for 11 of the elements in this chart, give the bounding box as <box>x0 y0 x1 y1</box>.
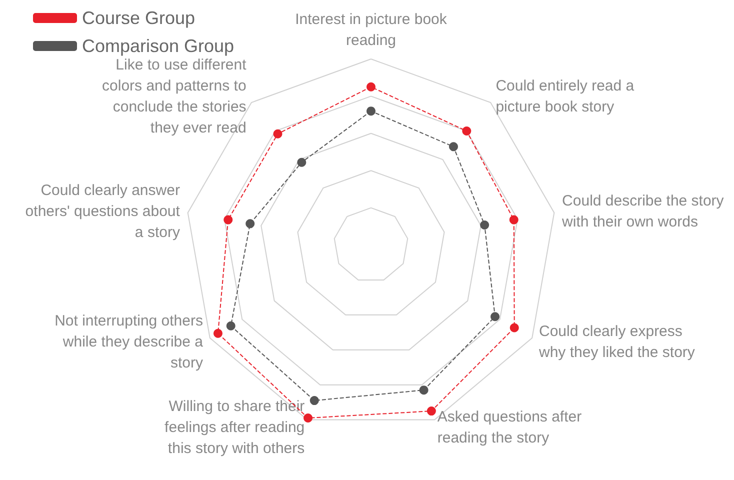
spoke-label: Could describe the story with their own words <box>561 192 724 230</box>
spoke-label: Could entirely read a picture book story <box>496 77 635 116</box>
spoke-label: Not interrupting others while they describe a story <box>54 312 204 372</box>
spoke-label: Interest in picture book reading <box>295 11 448 49</box>
spoke-label: Asked questions after reading the story <box>437 408 582 446</box>
spoke-label: Could clearly answer others' questions about a story <box>25 182 181 241</box>
spoke-label: Like to use different colors and patterns to conclude the stories they ever read <box>102 56 248 136</box>
spoke-label: Willing to share their feelings after reading this story with others <box>164 398 305 457</box>
spoke-label: Could clearly express why they liked the story <box>538 323 696 361</box>
legend-label: Comparison Group <box>82 36 234 56</box>
legend-label: Course Group <box>82 8 196 28</box>
